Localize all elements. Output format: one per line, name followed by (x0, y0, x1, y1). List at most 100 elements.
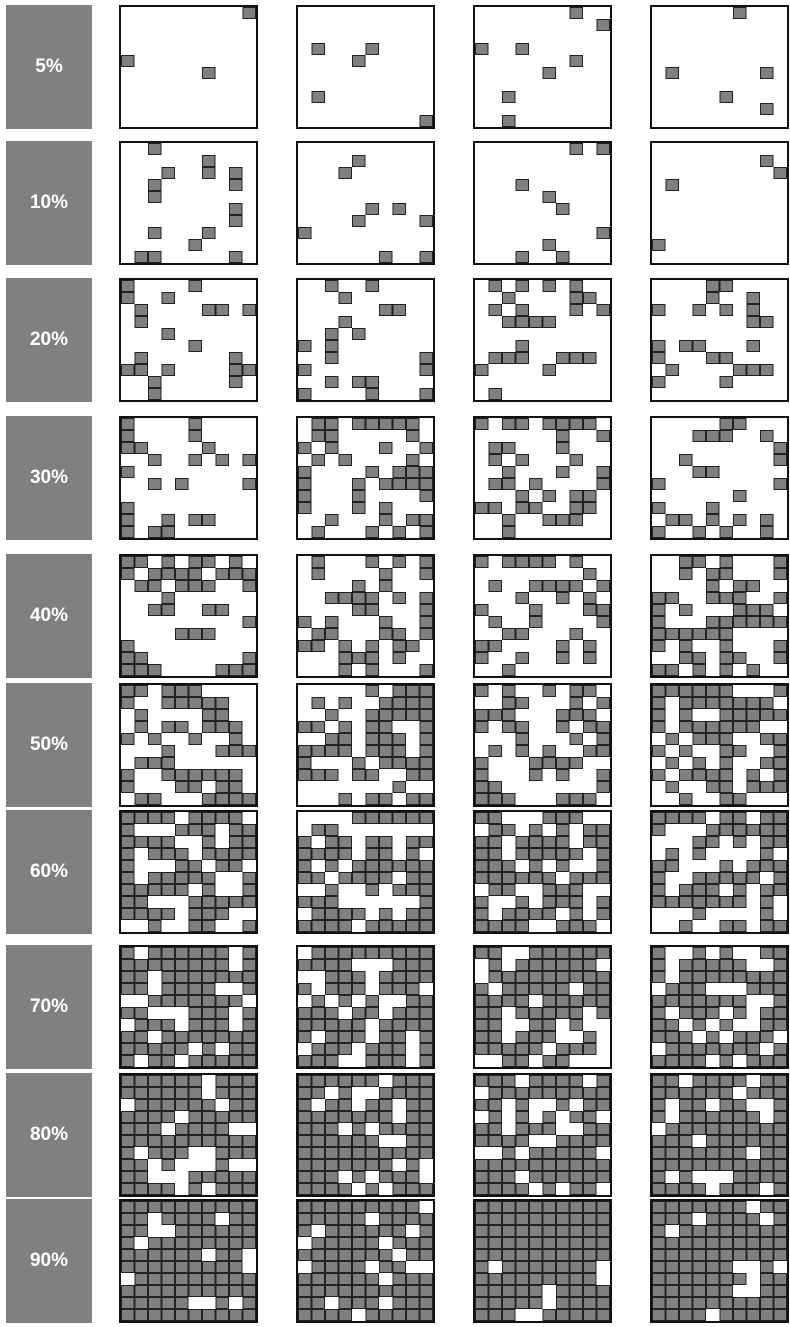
occupied-cell (215, 1123, 229, 1135)
occupied-cell (502, 872, 516, 884)
occupied-cell (202, 67, 216, 79)
occupied-cell (419, 616, 433, 628)
occupied-cell (311, 1147, 325, 1159)
occupied-cell (542, 983, 556, 995)
grid-sample-panel (473, 1073, 612, 1197)
occupied-cell (692, 1237, 706, 1249)
occupied-cell (556, 1273, 570, 1285)
occupied-cell (502, 1273, 516, 1285)
occupied-cell (502, 1309, 516, 1321)
occupied-cell (665, 628, 679, 640)
occupied-cell (706, 1285, 720, 1297)
occupied-cell (406, 1111, 420, 1123)
occupied-cell (134, 793, 148, 805)
grid-cells (652, 685, 787, 805)
occupied-cell (665, 1135, 679, 1147)
occupied-cell (175, 1237, 189, 1249)
grid-cells (298, 1201, 433, 1321)
occupied-cell (406, 709, 420, 721)
occupied-cell (773, 836, 787, 848)
occupied-cell (556, 640, 570, 652)
occupied-cell (392, 1087, 406, 1099)
occupied-cell (488, 478, 502, 490)
occupied-cell (679, 1111, 693, 1123)
occupied-cell (556, 418, 570, 430)
occupied-cell (392, 1237, 406, 1249)
occupied-cell (161, 592, 175, 604)
occupied-cell (475, 769, 489, 781)
occupied-cell (338, 592, 352, 604)
occupied-cell (242, 745, 256, 757)
occupied-cell (665, 848, 679, 860)
occupied-cell (583, 1201, 597, 1213)
occupied-cell (406, 1075, 420, 1087)
occupied-cell (542, 1075, 556, 1087)
occupied-cell (733, 709, 747, 721)
occupied-cell (215, 812, 229, 824)
occupied-cell (365, 388, 379, 400)
grid-sample-panel (119, 278, 258, 402)
occupied-cell (583, 721, 597, 733)
occupied-cell (242, 664, 256, 676)
occupied-cell (161, 328, 175, 340)
occupied-cell (242, 971, 256, 983)
occupied-cell (719, 971, 733, 983)
occupied-cell (379, 251, 393, 263)
occupied-cell (773, 1183, 787, 1195)
occupied-cell (188, 971, 202, 983)
occupied-cell (379, 745, 393, 757)
occupied-cell (338, 908, 352, 920)
occupied-cell (379, 304, 393, 316)
occupied-cell (760, 860, 774, 872)
occupied-cell (188, 1183, 202, 1195)
occupied-cell (515, 280, 529, 292)
occupied-cell (596, 872, 610, 884)
occupied-cell (121, 1237, 135, 1249)
occupied-cell (746, 316, 760, 328)
occupied-cell (583, 872, 597, 884)
occupied-cell (488, 1201, 502, 1213)
occupied-cell (242, 872, 256, 884)
occupied-cell (692, 664, 706, 676)
occupied-cell (652, 685, 666, 697)
occupied-cell (148, 1183, 162, 1195)
grid-cells (121, 1075, 256, 1195)
occupied-cell (719, 556, 733, 568)
occupied-cell (229, 1031, 243, 1043)
occupied-cell (242, 1237, 256, 1249)
occupied-cell (242, 1055, 256, 1067)
occupied-cell (365, 860, 379, 872)
occupied-cell (365, 1099, 379, 1111)
occupied-cell (583, 418, 597, 430)
occupied-cell (134, 1159, 148, 1171)
occupied-cell (311, 418, 325, 430)
occupied-cell (202, 1201, 216, 1213)
occupied-cell (760, 1031, 774, 1043)
occupied-cell (529, 983, 543, 995)
occupied-cell (719, 1135, 733, 1147)
occupied-cell (392, 781, 406, 793)
occupied-cell (760, 1285, 774, 1297)
occupied-cell (188, 239, 202, 251)
occupied-cell (542, 514, 556, 526)
occupied-cell (583, 983, 597, 995)
occupied-cell (488, 709, 502, 721)
occupied-cell (298, 1213, 312, 1225)
occupied-cell (733, 812, 747, 824)
occupied-cell (175, 1213, 189, 1225)
occupied-cell (706, 1213, 720, 1225)
occupied-cell (188, 1123, 202, 1135)
occupied-cell (148, 179, 162, 191)
occupied-cell (134, 884, 148, 896)
occupied-cell (652, 1135, 666, 1147)
grid-sample-panel (296, 278, 435, 402)
occupied-cell (679, 745, 693, 757)
occupied-cell (419, 664, 433, 676)
occupied-cell (392, 1201, 406, 1213)
occupied-cell (229, 1285, 243, 1297)
occupied-cell (202, 1285, 216, 1297)
occupied-cell (679, 1309, 693, 1321)
occupied-cell (746, 709, 760, 721)
occupied-cell (392, 1309, 406, 1321)
occupied-cell (121, 983, 135, 995)
